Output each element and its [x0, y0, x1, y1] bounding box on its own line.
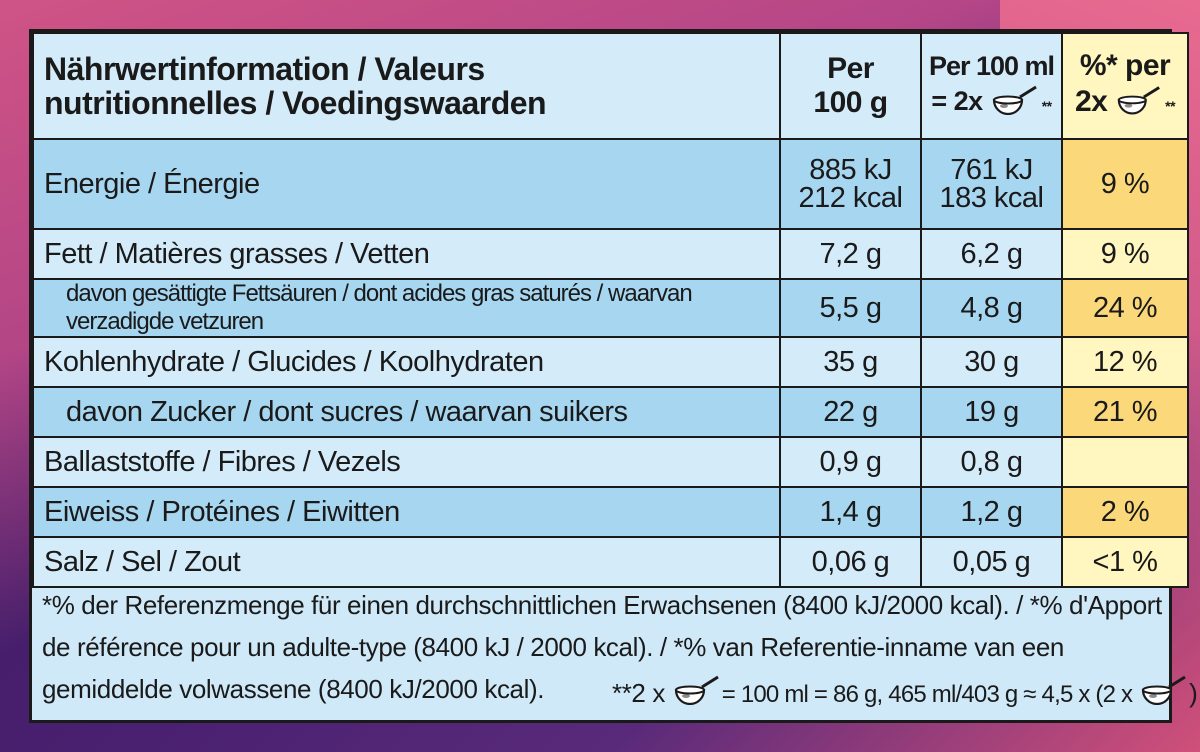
- nutrition-table: Nährwertinformation / Valeurs nutritionn…: [32, 32, 1189, 588]
- row-per-100g: 0,06 g: [779, 536, 922, 588]
- row-per-100g: 35 g: [779, 336, 922, 388]
- table-row-fat: Fett / Matières grasses / Vetten 7,2 g 6…: [32, 228, 1189, 280]
- row-per-100g: 0,9 g: [779, 436, 922, 488]
- header-percent-prefix: 2x: [1074, 84, 1108, 118]
- ice-cream-scoop-icon: [990, 83, 1040, 123]
- row-per-100g-line2: 212 kcal: [798, 182, 903, 214]
- footnote-line3: gemiddelde volwassene (8400 kJ/2000 kcal…: [42, 674, 545, 704]
- row-per-100g: 5,5 g: [779, 278, 922, 338]
- header-per-100g-line2: 100 g: [813, 86, 888, 119]
- header-label-line2: nutritionnelles / Voedingswaarden: [44, 85, 547, 121]
- header-percent-stars: **: [1165, 98, 1176, 114]
- header-per-100ml: Per 100 ml = 2x **: [920, 32, 1063, 140]
- ice-cream-scoop-icon: [1139, 673, 1189, 717]
- row-label: davon gesättigte Fettsäuren / dont acide…: [32, 278, 781, 338]
- row-per-100g: 885 kJ 212 kcal: [779, 138, 922, 230]
- header-label-line1: Nährwertinformation / Valeurs: [44, 51, 485, 87]
- row-label: Salz / Sel / Zout: [32, 536, 781, 588]
- table-row-salt: Salz / Sel / Zout 0,06 g 0,05 g <1 %: [32, 536, 1189, 588]
- table-row-sugars: davon Zucker / dont sucres / waarvan sui…: [32, 386, 1189, 438]
- row-per-100ml-line1: 761 kJ: [950, 154, 1033, 186]
- row-per-100ml-line2: 183 kcal: [939, 182, 1044, 214]
- row-per-100g: 1,4 g: [779, 486, 922, 538]
- row-percent: 24 %: [1061, 278, 1189, 338]
- row-percent: 12 %: [1061, 336, 1189, 388]
- row-label: Fett / Matières grasses / Vetten: [32, 228, 781, 280]
- header-per-100ml-line1: Per 100 ml: [928, 51, 1055, 81]
- header-per-100ml-line2: = 2x **: [922, 83, 1061, 123]
- header-label: Nährwertinformation / Valeurs nutritionn…: [32, 32, 781, 140]
- serving-note-suffix: ): [1189, 678, 1198, 708]
- table-row-saturated-fat: davon gesättigte Fettsäuren / dont acide…: [32, 278, 1189, 338]
- row-per-100ml: 761 kJ 183 kcal: [920, 138, 1063, 230]
- footnote-line1: *% der Referenzmenge für einen durchschn…: [42, 590, 1162, 620]
- row-label: davon Zucker / dont sucres / waarvan sui…: [32, 386, 781, 438]
- header-per-100g: Per 100 g: [779, 32, 922, 140]
- header-percent: %* per 2x **: [1061, 32, 1189, 140]
- row-percent: 21 %: [1061, 386, 1189, 438]
- ice-cream-scoop-icon: [1115, 83, 1163, 123]
- serving-note: **2 x = 100 ml = 86 g, 465 ml/403 g ≈ 4,…: [612, 672, 1198, 717]
- row-per-100ml: 4,8 g: [920, 278, 1063, 338]
- serving-note-prefix: **2 x: [612, 678, 665, 708]
- footnote: *% der Referenzmenge für einen durchschn…: [42, 584, 1198, 710]
- table-row-carbohydrates: Kohlenhydrate / Glucides / Koolhydraten …: [32, 336, 1189, 388]
- table-row-energy: Energie / Énergie 885 kJ 212 kcal 761 kJ…: [32, 138, 1189, 230]
- row-percent: 2 %: [1061, 486, 1189, 538]
- row-label: Kohlenhydrate / Glucides / Koolhydraten: [32, 336, 781, 388]
- row-per-100ml: 6,2 g: [920, 228, 1063, 280]
- row-percent: 9 %: [1061, 138, 1189, 230]
- row-per-100g-line1: 885 kJ: [809, 154, 892, 186]
- row-label: Ballaststoffe / Fibres / Vezels: [32, 436, 781, 488]
- row-per-100g: 22 g: [779, 386, 922, 438]
- footnote-line2: de référence pour un adulte-type (8400 k…: [42, 632, 1064, 662]
- row-percent: [1061, 436, 1189, 488]
- serving-note-text: = 100 ml = 86 g, 465 ml/403 g ≈ 4,5 x (2…: [721, 681, 1133, 708]
- header-per-100ml-stars: **: [1041, 98, 1052, 114]
- row-label: Energie / Énergie: [32, 138, 781, 230]
- table-row-fibre: Ballaststoffe / Fibres / Vezels 0,9 g 0,…: [32, 436, 1189, 488]
- header-percent-line1: %* per: [1079, 49, 1171, 82]
- row-per-100ml: 30 g: [920, 336, 1063, 388]
- row-per-100ml: 1,2 g: [920, 486, 1063, 538]
- table-header-row: Nährwertinformation / Valeurs nutritionn…: [32, 32, 1189, 140]
- row-per-100g: 7,2 g: [779, 228, 922, 280]
- row-percent: <1 %: [1061, 536, 1189, 588]
- row-label: Eiweiss / Protéines / Eiwitten: [32, 486, 781, 538]
- row-percent: 9 %: [1061, 228, 1189, 280]
- ice-cream-scoop-icon: [672, 673, 722, 717]
- header-per-100ml-prefix: = 2x: [931, 86, 983, 117]
- nutrition-panel: Nährwertinformation / Valeurs nutritionn…: [29, 29, 1198, 723]
- row-per-100ml: 19 g: [920, 386, 1063, 438]
- row-per-100ml: 0,8 g: [920, 436, 1063, 488]
- row-per-100ml: 0,05 g: [920, 536, 1063, 588]
- header-percent-line2: 2x **: [1063, 83, 1187, 123]
- table-row-protein: Eiweiss / Protéines / Eiwitten 1,4 g 1,2…: [32, 486, 1189, 538]
- header-per-100g-line1: Per: [827, 52, 874, 85]
